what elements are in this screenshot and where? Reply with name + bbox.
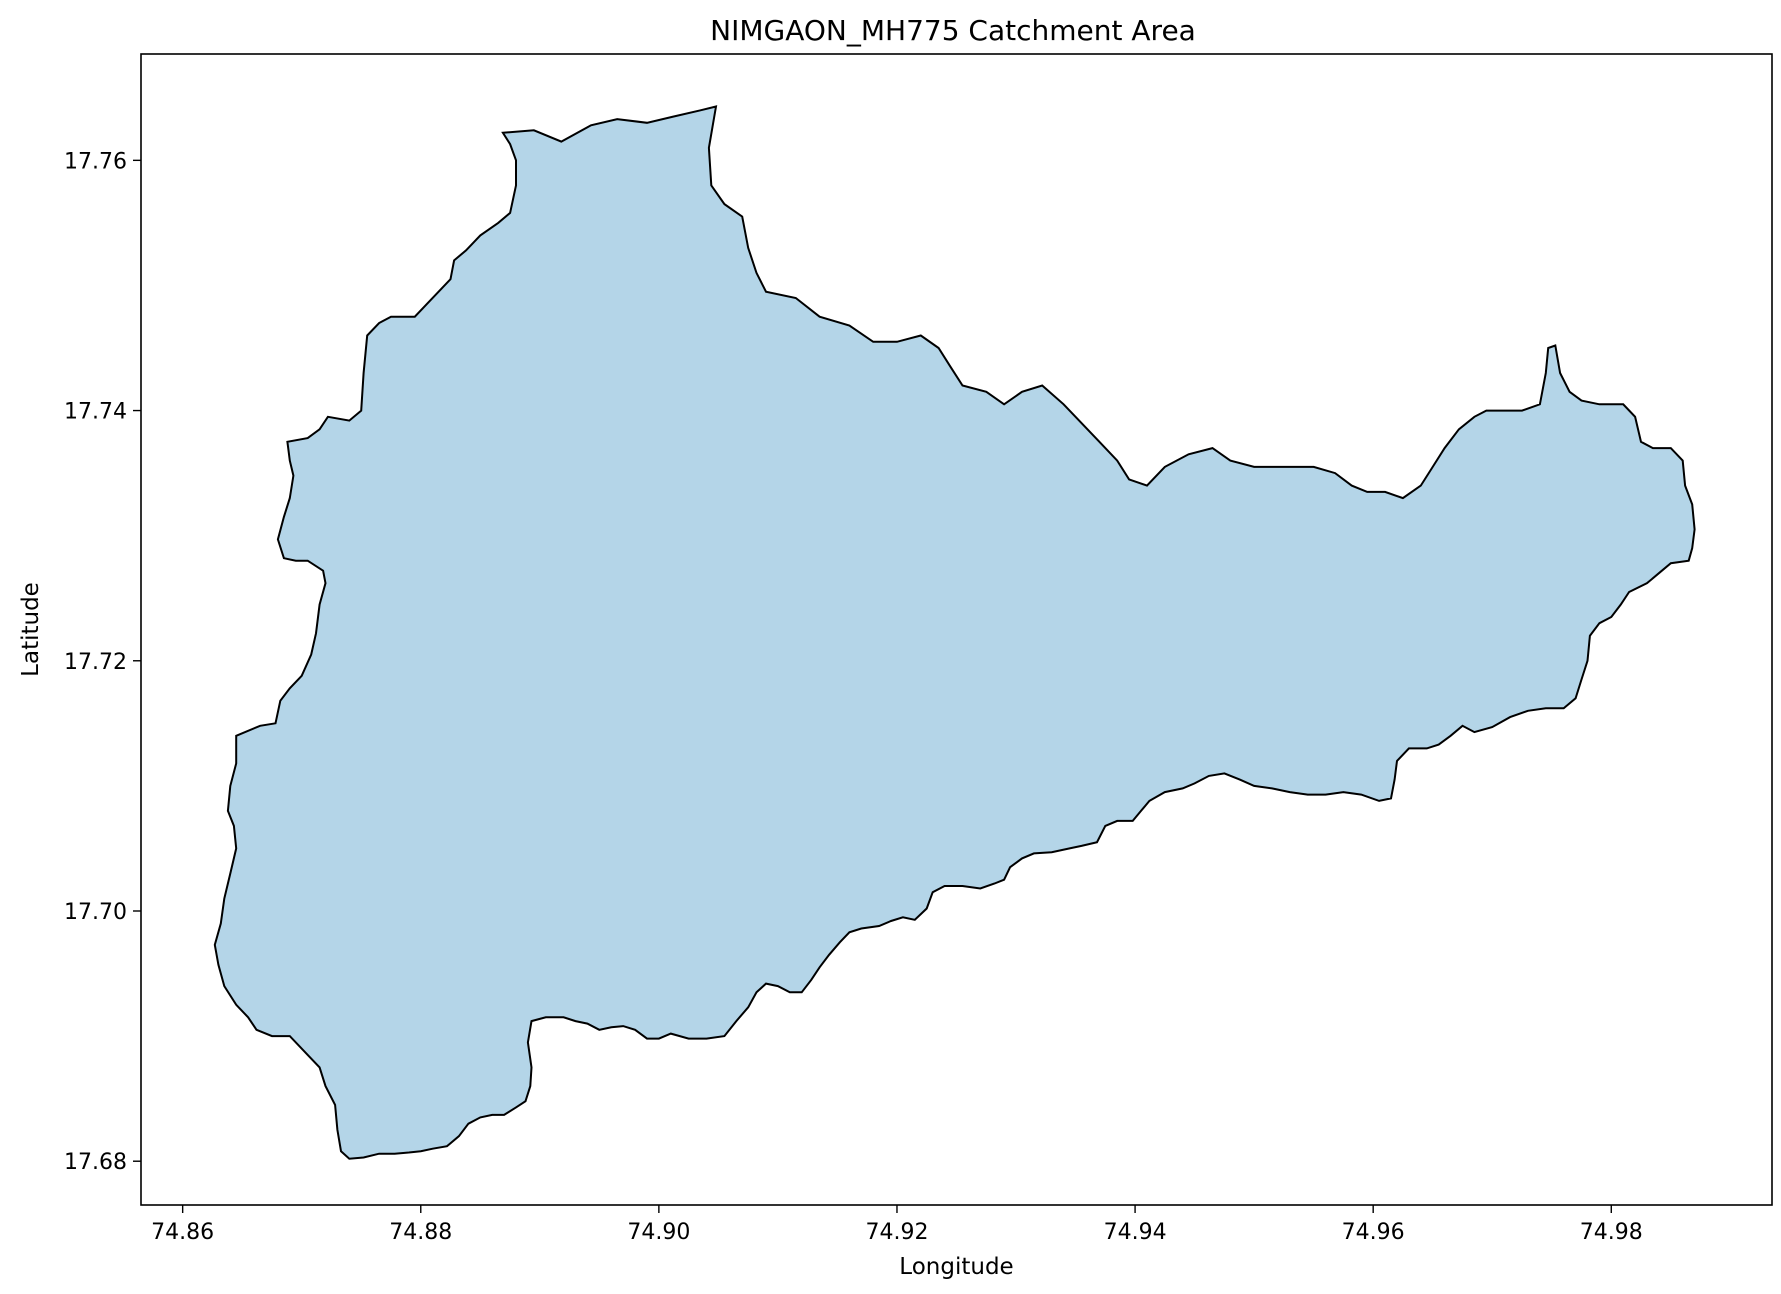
x-axis-ticks: 74.86 74.88 74.90 74.92 74.94 74.96 74.98 xyxy=(151,1205,1643,1245)
x-tick-label: 74.94 xyxy=(1104,1220,1167,1245)
y-tick-label: 17.68 xyxy=(64,1150,127,1175)
catchment-polygon xyxy=(213,105,1696,1160)
y-axis-ticks: 17.68 17.70 17.72 17.74 17.76 xyxy=(64,149,141,1175)
y-axis-label: Latitude xyxy=(18,582,44,677)
axes-frame xyxy=(140,53,1773,1206)
y-tick-label: 17.72 xyxy=(64,650,127,675)
x-tick-label: 74.88 xyxy=(389,1220,452,1245)
chart-title: NIMGAON_MH775 Catchment Area xyxy=(710,14,1196,47)
y-tick-label: 17.74 xyxy=(64,400,127,425)
x-axis-label: Longitude xyxy=(899,1254,1013,1280)
x-tick-label: 74.90 xyxy=(627,1220,690,1245)
x-tick-label: 74.86 xyxy=(151,1220,214,1245)
x-tick-label: 74.92 xyxy=(865,1220,928,1245)
y-tick-label: 17.70 xyxy=(64,900,127,925)
x-tick-label: 74.96 xyxy=(1342,1220,1405,1245)
y-tick-label: 17.76 xyxy=(64,149,127,174)
x-tick-label: 74.98 xyxy=(1580,1220,1643,1245)
